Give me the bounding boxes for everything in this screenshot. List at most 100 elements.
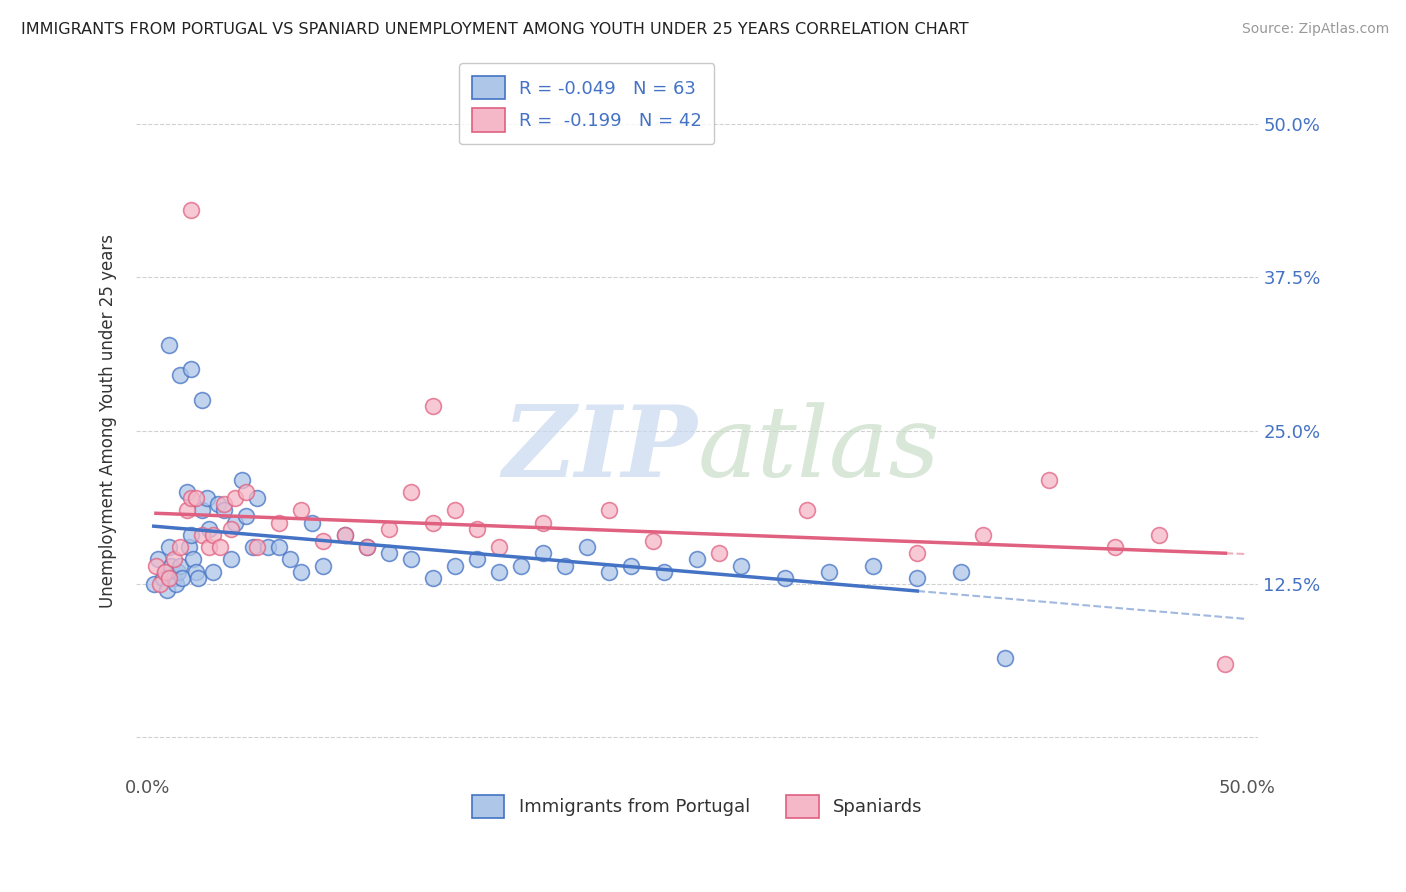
Point: [149, 577, 172, 591]
Point: [212, 503, 235, 517]
Point: [356, 540, 378, 554]
Point: [162, 552, 184, 566]
Point: [730, 558, 752, 573]
Point: [652, 565, 675, 579]
Point: [176, 503, 198, 517]
Point: [399, 484, 422, 499]
Point: [177, 540, 200, 554]
Point: [165, 577, 187, 591]
Point: [184, 491, 207, 505]
Point: [335, 528, 357, 542]
Point: [153, 565, 176, 579]
Point: [197, 522, 219, 536]
Point: [510, 558, 533, 573]
Point: [235, 509, 257, 524]
Point: [278, 552, 301, 566]
Point: [312, 558, 335, 573]
Point: [235, 484, 257, 499]
Point: [378, 522, 401, 536]
Point: [269, 516, 291, 530]
Point: [142, 577, 165, 591]
Point: [191, 503, 214, 517]
Y-axis label: Unemployment Among Youth under 25 years: Unemployment Among Youth under 25 years: [100, 235, 117, 608]
Point: [208, 540, 231, 554]
Point: [156, 582, 179, 597]
Point: [598, 565, 620, 579]
Point: [1215, 657, 1237, 671]
Point: [378, 546, 401, 560]
Point: [145, 558, 167, 573]
Text: atlas: atlas: [697, 402, 941, 497]
Point: [554, 558, 576, 573]
Point: [269, 540, 291, 554]
Point: [598, 503, 620, 517]
Point: [176, 484, 198, 499]
Point: [1104, 540, 1126, 554]
Point: [905, 571, 928, 585]
Point: [444, 503, 467, 517]
Point: [422, 571, 444, 585]
Point: [224, 516, 246, 530]
Point: [576, 540, 599, 554]
Point: [219, 522, 242, 536]
Point: [180, 362, 202, 376]
Point: [301, 516, 323, 530]
Point: [169, 368, 191, 383]
Point: [246, 491, 269, 505]
Point: [202, 565, 225, 579]
Point: [246, 540, 269, 554]
Point: [172, 571, 194, 585]
Point: [465, 522, 488, 536]
Point: [399, 552, 422, 566]
Point: [531, 516, 554, 530]
Point: [202, 528, 225, 542]
Point: [862, 558, 884, 573]
Point: [242, 540, 264, 554]
Point: [796, 503, 818, 517]
Point: [620, 558, 643, 573]
Point: [160, 558, 183, 573]
Point: [488, 565, 510, 579]
Point: [775, 571, 797, 585]
Text: ZIP: ZIP: [502, 401, 697, 498]
Point: [290, 503, 312, 517]
Point: [212, 497, 235, 511]
Point: [197, 540, 219, 554]
Point: [207, 497, 229, 511]
Point: [356, 540, 378, 554]
Text: Source: ZipAtlas.com: Source: ZipAtlas.com: [1241, 22, 1389, 37]
Point: [686, 552, 709, 566]
Point: [709, 546, 731, 560]
Point: [224, 491, 246, 505]
Point: [162, 571, 184, 585]
Point: [444, 558, 467, 573]
Point: [818, 565, 841, 579]
Point: [157, 540, 180, 554]
Point: [180, 528, 202, 542]
Point: [157, 571, 180, 585]
Point: [152, 571, 174, 585]
Point: [950, 565, 973, 579]
Point: [422, 516, 444, 530]
Point: [257, 540, 280, 554]
Point: [335, 528, 357, 542]
Point: [972, 528, 994, 542]
Point: [167, 565, 190, 579]
Point: [169, 540, 191, 554]
Point: [191, 528, 214, 542]
Point: [146, 552, 169, 566]
Point: [643, 533, 665, 548]
Point: [157, 337, 180, 351]
Point: [187, 571, 209, 585]
Point: [488, 540, 510, 554]
Legend: Immigrants from Portugal, Spaniards: Immigrants from Portugal, Spaniards: [465, 788, 929, 825]
Point: [231, 473, 253, 487]
Point: [184, 565, 207, 579]
Point: [422, 399, 444, 413]
Point: [191, 392, 214, 407]
Point: [465, 552, 488, 566]
Point: [531, 546, 554, 560]
Point: [180, 491, 202, 505]
Text: IMMIGRANTS FROM PORTUGAL VS SPANIARD UNEMPLOYMENT AMONG YOUTH UNDER 25 YEARS COR: IMMIGRANTS FROM PORTUGAL VS SPANIARD UNE…: [21, 22, 969, 37]
Point: [219, 552, 242, 566]
